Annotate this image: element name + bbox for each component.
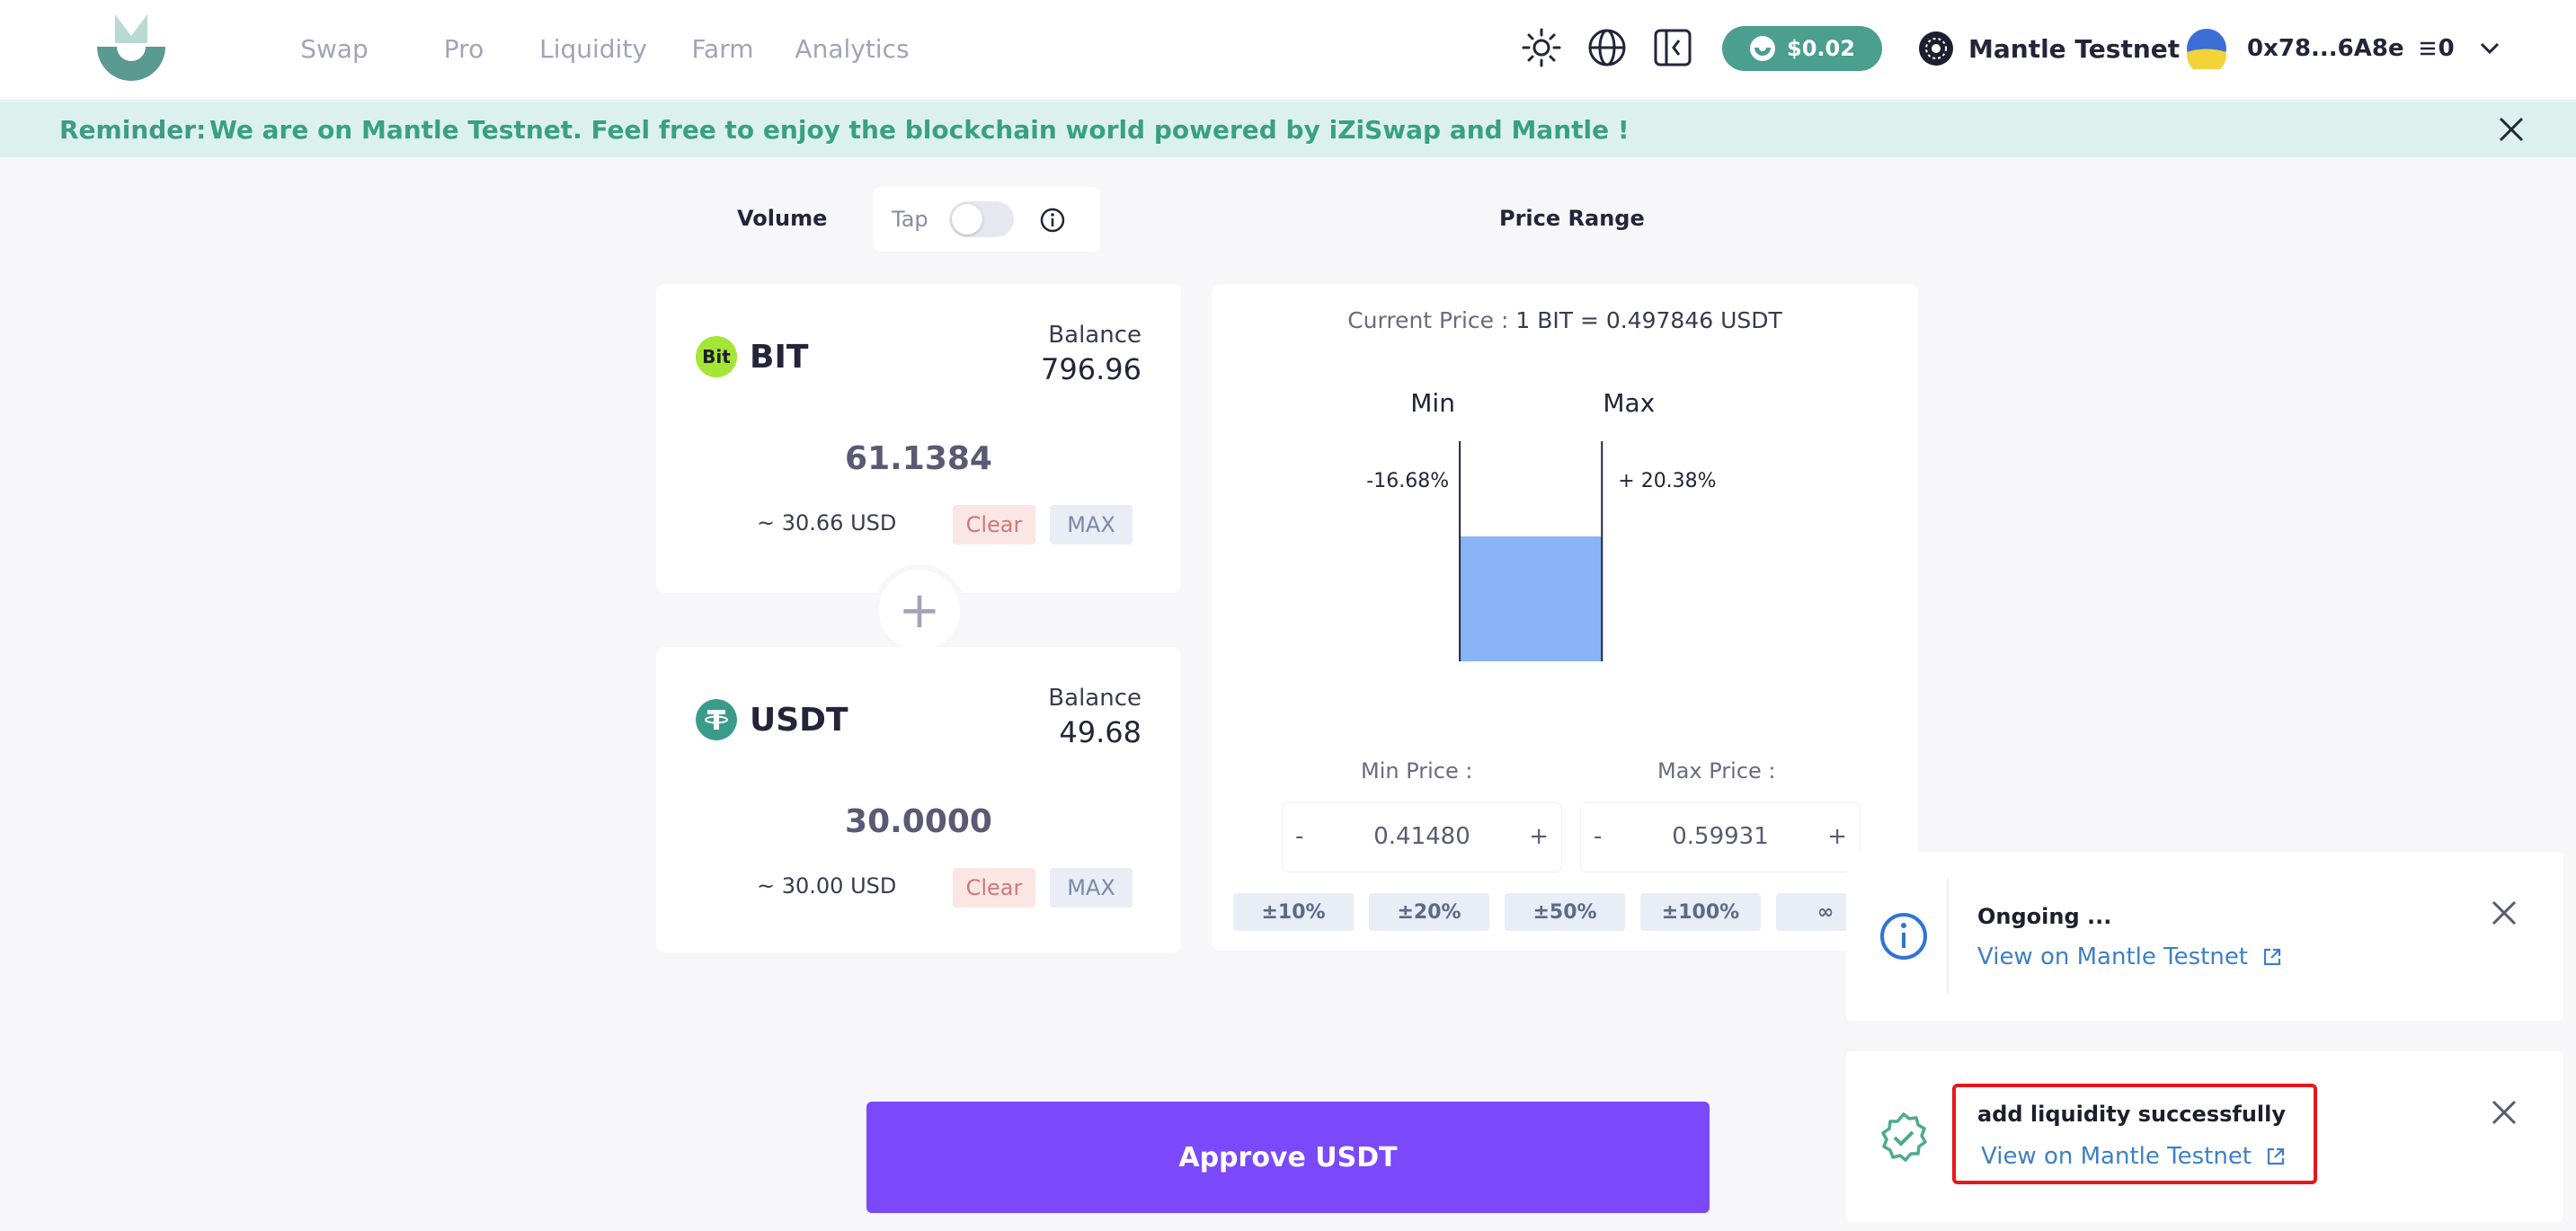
max-price-label: Max Price :: [1657, 758, 1776, 784]
top-header: Swap Pro Liquidity Farm Analytics $0.02: [0, 0, 2576, 101]
current-price-value: 1 BIT = 0.497846 USDT: [1515, 307, 1782, 333]
token-b-card: USDT Balance 49.68 30.0000 ~ 30.00 USD C…: [656, 647, 1181, 952]
max-handle-label: Max: [1603, 388, 1655, 418]
preset-10-button[interactable]: ±10%: [1233, 893, 1354, 931]
preset-20-button[interactable]: ±20%: [1369, 893, 1489, 931]
volume-label: Volume: [737, 206, 828, 231]
iziswap-logo[interactable]: [93, 13, 169, 88]
token-b-clear-button[interactable]: Clear: [953, 868, 1035, 908]
highlight-box: [1952, 1084, 2317, 1184]
token-b-amount-input[interactable]: 30.0000: [845, 803, 992, 840]
usdt-token-icon: [696, 699, 737, 740]
preset-100-button[interactable]: ±100%: [1640, 893, 1761, 931]
balance-value: $0.02: [1787, 36, 1855, 61]
token-a-usd: ~ 30.66 USD: [757, 510, 897, 536]
token-a-amount-input[interactable]: 61.1384: [845, 440, 992, 477]
max-price-field: - 0.59931 +: [1580, 802, 1861, 872]
current-price-label: Current Price :: [1347, 307, 1509, 333]
globe-icon[interactable]: [1586, 27, 1628, 68]
max-price-increase-button[interactable]: +: [1827, 823, 1847, 850]
account-address: 0x78...6A8e: [2247, 35, 2404, 62]
min-price-decrease-button[interactable]: -: [1295, 823, 1304, 850]
min-price-input[interactable]: 0.41480: [1373, 823, 1470, 850]
min-price-increase-button[interactable]: +: [1529, 823, 1549, 850]
network-name: Mantle Testnet: [1968, 33, 2181, 64]
token-b-usd: ~ 30.00 USD: [757, 873, 897, 899]
account-menu[interactable]: 0x78...6A8e 0: [2186, 27, 2500, 70]
token-b-max-button[interactable]: MAX: [1050, 868, 1133, 908]
max-pct-label: + 20.38%: [1618, 470, 1716, 492]
pending-list-icon: [2420, 41, 2435, 56]
nav-farm[interactable]: Farm: [691, 33, 754, 64]
selected-range-area: [1460, 536, 1603, 661]
toast-success-link[interactable]: View on Mantle Testnet: [1981, 1143, 2286, 1170]
main-nav: Swap Pro Liquidity Farm Analytics: [270, 0, 917, 97]
info-icon: [1880, 913, 1927, 960]
token-b-symbol: USDT: [750, 701, 848, 739]
max-price-decrease-button[interactable]: -: [1594, 823, 1603, 850]
network-selector[interactable]: Mantle Testnet: [1918, 27, 2180, 70]
nav-liquidity[interactable]: Liquidity: [539, 33, 647, 64]
min-handle-label: Min: [1410, 388, 1455, 418]
nav-swap[interactable]: Swap: [300, 33, 369, 64]
external-link-icon: [2263, 948, 2281, 966]
toast-ongoing-link-text: View on Mantle Testnet: [1977, 943, 2249, 970]
tap-label: Tap: [892, 207, 928, 232]
toast-ongoing-link[interactable]: View on Mantle Testnet: [1977, 943, 2282, 970]
close-reminder-icon[interactable]: [2497, 115, 2526, 144]
approve-usdt-button[interactable]: Approve USDT: [866, 1102, 1710, 1213]
token-b-balance-label: Balance: [1048, 685, 1141, 712]
token-a-symbol: BIT: [750, 338, 809, 376]
theme-sun-icon[interactable]: [1521, 27, 1562, 68]
collapse-panel-icon[interactable]: [1652, 27, 1693, 68]
external-link-icon: [2267, 1147, 2285, 1165]
izi-token-icon: [1750, 36, 1776, 61]
toast-success-title: add liquidity successfully: [1977, 1102, 2287, 1127]
mantle-network-icon: [1919, 31, 1953, 66]
plus-icon: +: [879, 570, 960, 651]
token-b-balance: 49.68: [1059, 715, 1141, 749]
pending-count: 0: [2438, 35, 2455, 62]
toast-ongoing-title: Ongoing ...: [1977, 904, 2112, 929]
price-range-chart[interactable]: Min Max -16.68% + 20.38% 0.300.400.500.6…: [1212, 356, 1918, 661]
min-pct-label: -16.68%: [1366, 470, 1449, 492]
avatar: [2187, 29, 2226, 69]
token-a-balance-label: Balance: [1048, 322, 1141, 349]
success-check-icon: [1881, 1112, 1927, 1162]
token-a-selector[interactable]: Bit BIT: [696, 336, 808, 377]
chevron-down-icon[interactable]: [2480, 42, 2500, 55]
reminder-label: Reminder:: [59, 114, 207, 145]
toast-success: add liquidity successfully View on Mantl…: [1846, 1051, 2563, 1222]
token-b-selector[interactable]: USDT: [696, 699, 848, 740]
max-price-input[interactable]: 0.59931: [1672, 823, 1769, 850]
price-range-label: Price Range: [1499, 206, 1645, 231]
current-price: Current Price : 1 BIT = 0.497846 USDT: [1212, 307, 1918, 333]
min-price-field: - 0.41480 +: [1282, 802, 1562, 872]
token-a-balance: 796.96: [1041, 352, 1141, 386]
toast-ongoing: Ongoing ... View on Mantle Testnet: [1846, 852, 2563, 1021]
nav-analytics[interactable]: Analytics: [795, 33, 910, 64]
info-icon[interactable]: [1039, 207, 1066, 234]
token-a-card: Bit BIT Balance 796.96 61.1384 ~ 30.66 U…: [656, 284, 1181, 593]
toast-success-link-text: View on Mantle Testnet: [1981, 1143, 2252, 1170]
reminder-banner: Reminder: We are on Mantle Testnet. Feel…: [0, 102, 2576, 157]
close-toast-icon[interactable]: [2490, 899, 2518, 927]
nav-pro[interactable]: Pro: [443, 33, 484, 64]
tap-toggle-box: Tap: [874, 187, 1100, 252]
reminder-message: We are on Mantle Testnet. Feel free to e…: [209, 114, 1630, 145]
preset-50-button[interactable]: ±50%: [1505, 893, 1625, 931]
min-price-label: Min Price :: [1361, 758, 1473, 784]
token-a-clear-button[interactable]: Clear: [953, 505, 1035, 545]
bit-token-icon: Bit: [696, 336, 737, 377]
tap-toggle[interactable]: [949, 201, 1014, 237]
token-a-max-button[interactable]: MAX: [1050, 505, 1133, 545]
balance-pill[interactable]: $0.02: [1722, 26, 1882, 71]
price-range-card: Current Price : 1 BIT = 0.497846 USDT Mi…: [1212, 284, 1918, 951]
close-toast-icon[interactable]: [2490, 1098, 2518, 1127]
